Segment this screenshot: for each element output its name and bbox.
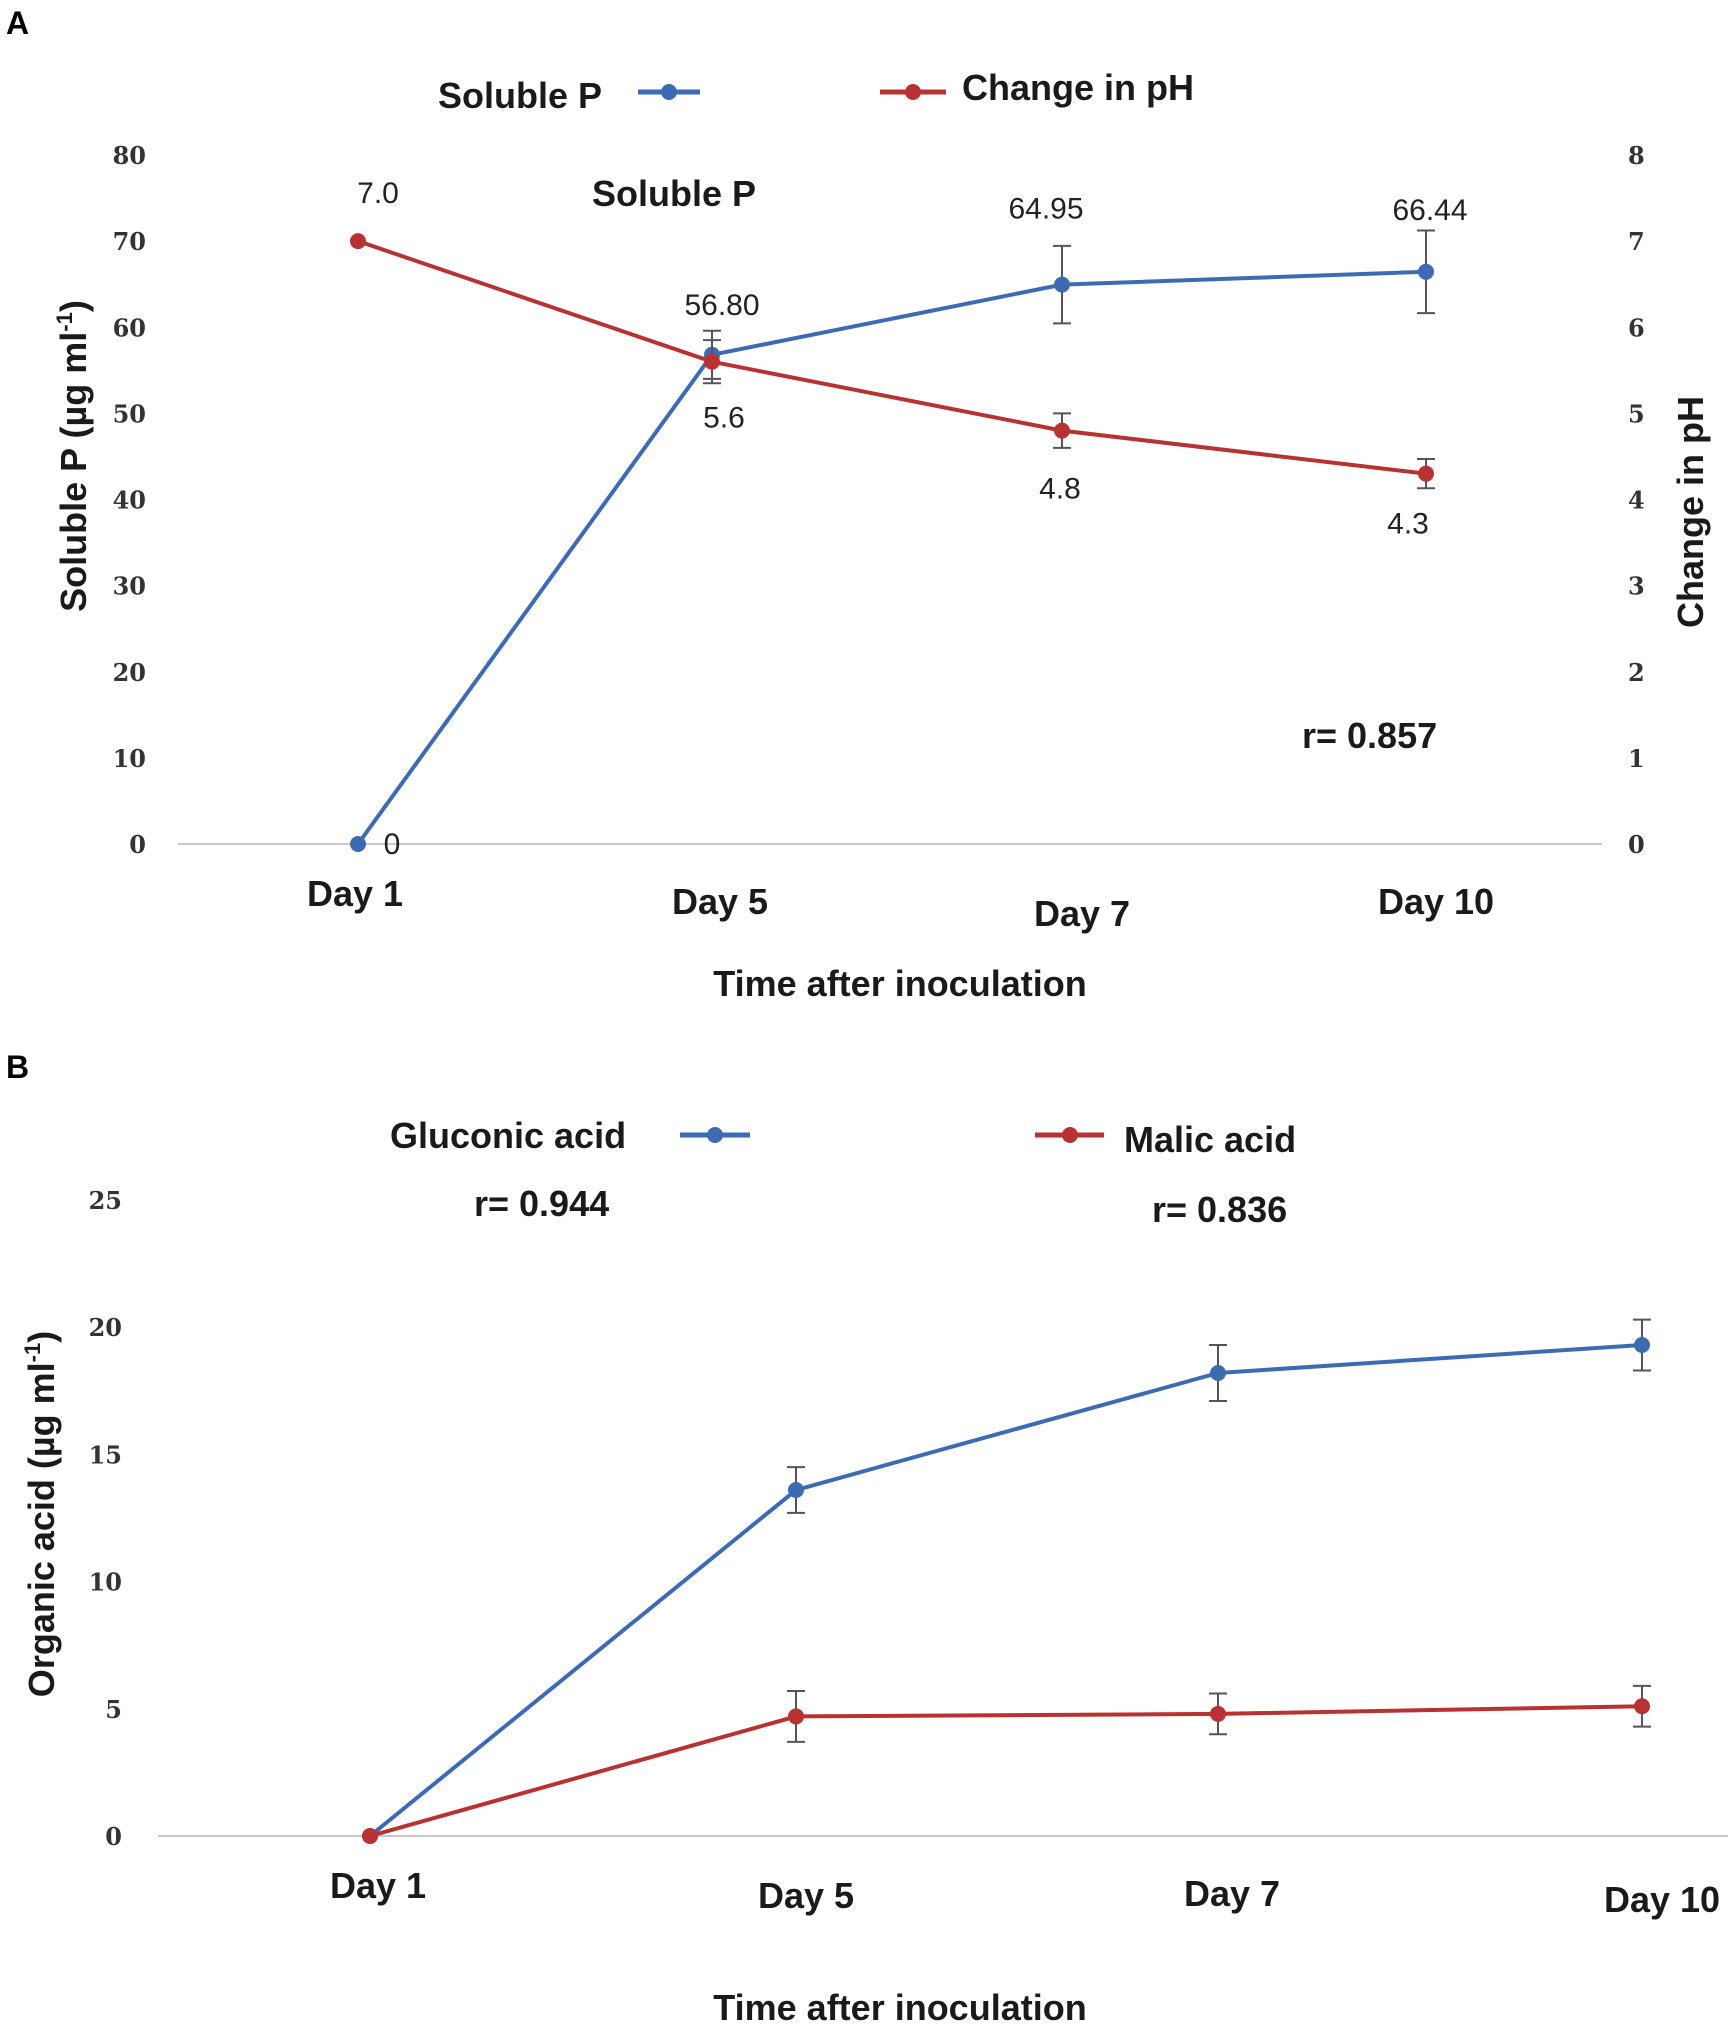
data-label: 4.8 [1039, 473, 1081, 506]
legend-soluble-p-label: Soluble P [438, 75, 602, 116]
y-tick-label: 70 [113, 227, 146, 256]
y-tick-label: 10 [113, 744, 146, 773]
data-point [1054, 422, 1070, 439]
y-tick-label: 25 [89, 1186, 122, 1215]
y-tick-label: 5 [105, 1695, 122, 1724]
series-line [356, 269, 1427, 846]
y2-tick-label: 1 [1628, 744, 1645, 773]
series-line [368, 1343, 1643, 1838]
legend-malic-label: Malic acid [1124, 1119, 1296, 1160]
y2-tick-label: 3 [1628, 572, 1645, 601]
panel-b-label: B [6, 1049, 29, 1085]
data-label: 56.80 [684, 289, 759, 322]
correlation-gluconic: r= 0.944 [474, 1183, 609, 1224]
y-tick-label: 10 [89, 1568, 122, 1597]
panel-a-y2-axis-title: Change in pH [1670, 396, 1711, 628]
data-label: 66.44 [1392, 194, 1467, 227]
correlation-malic: r= 0.836 [1152, 1189, 1287, 1230]
chart-a-title: Soluble P [592, 173, 756, 214]
data-label: 7.0 [357, 177, 399, 210]
data-label: 64.95 [1008, 193, 1083, 226]
legend-ph-label: Change in pH [962, 67, 1194, 108]
x-tick-label: Day 1 [307, 873, 403, 914]
data-point [1634, 1337, 1650, 1354]
data-label: 0 [384, 828, 401, 861]
panel-a-plot: 0 56.80 64.95 66.44 7.0 5.6 4.8 4.3 [350, 177, 1468, 861]
y-tick-label: 40 [113, 486, 146, 515]
data-point [1210, 1364, 1226, 1381]
x-tick-label: Day 7 [1184, 1873, 1280, 1914]
x-tick-label: Day 5 [672, 881, 768, 922]
y2-tick-label: 6 [1628, 313, 1645, 342]
y-tick-label: 20 [113, 658, 146, 687]
panel-b-y-axis-title: Organic acid (µg ml-1) [20, 1331, 62, 1697]
panel-b-categories: Day 1 Day 5 Day 7 Day 10 [330, 1865, 1720, 1920]
panel-a-y-axis-title: Soluble P (µg ml-1) [52, 300, 94, 612]
data-point [350, 836, 366, 852]
data-point [1418, 465, 1434, 482]
data-point [1054, 276, 1070, 293]
y2-tick-label: 7 [1628, 227, 1645, 256]
panel-a-x-axis-title: Time after inoculation [713, 963, 1086, 1004]
data-point [350, 233, 366, 250]
panel-a-y2-ticks: 0 1 2 3 4 5 6 7 8 [1628, 141, 1645, 859]
y-tick-label: 15 [89, 1440, 122, 1469]
panel-b-legend: Gluconic acid Malic acid [390, 1115, 1296, 1160]
panel-b-y-ticks: 0 5 10 15 20 25 [89, 1186, 122, 1851]
data-point [788, 1482, 804, 1499]
panel-a-y-ticks: 0 10 20 30 40 50 60 70 80 [113, 141, 146, 859]
x-tick-label: Day 5 [758, 1875, 854, 1916]
y2-tick-label: 5 [1628, 399, 1645, 428]
panel-a-legend: Soluble P Change in pH [438, 67, 1194, 116]
y-tick-label: 0 [129, 830, 146, 859]
y2-tick-label: 2 [1628, 658, 1645, 687]
legend-gluconic-marker [707, 1127, 723, 1143]
correlation-a: r= 0.857 [1302, 715, 1437, 756]
legend-ph-marker [905, 84, 921, 100]
y-tick-label: 50 [113, 399, 146, 428]
x-tick-label: Day 1 [330, 1865, 426, 1906]
y-tick-label: 0 [105, 1822, 122, 1851]
series-line [369, 1704, 1643, 1838]
data-point [788, 1708, 804, 1725]
x-tick-label: Day 7 [1034, 893, 1130, 934]
legend-malic-marker [1062, 1127, 1078, 1143]
legend-gluconic-label: Gluconic acid [390, 1115, 626, 1156]
panel-b-plot [362, 1318, 1651, 1844]
x-tick-label: Day 10 [1604, 1879, 1720, 1920]
data-point [362, 1828, 378, 1844]
data-point [1418, 263, 1434, 280]
panel-b-x-axis-title: Time after inoculation [713, 1987, 1086, 2028]
series-line [357, 239, 1427, 476]
y2-tick-label: 4 [1628, 486, 1645, 515]
x-tick-label: Day 10 [1378, 881, 1494, 922]
panel-a-categories: Day 1 Day 5 Day 7 Day 10 [307, 873, 1494, 934]
y-tick-label: 80 [113, 141, 146, 170]
legend-soluble-p-marker [661, 84, 677, 100]
data-label: 5.6 [703, 402, 745, 435]
data-point [704, 353, 720, 370]
y-tick-label: 60 [113, 313, 146, 342]
y-tick-label: 20 [89, 1313, 122, 1342]
data-point [1634, 1698, 1650, 1715]
data-point [1210, 1705, 1226, 1722]
panel-a-label: A [6, 5, 29, 41]
y2-tick-label: 0 [1628, 830, 1645, 859]
y-tick-label: 30 [113, 572, 146, 601]
data-label: 4.3 [1387, 508, 1429, 541]
y2-tick-label: 8 [1628, 141, 1645, 170]
